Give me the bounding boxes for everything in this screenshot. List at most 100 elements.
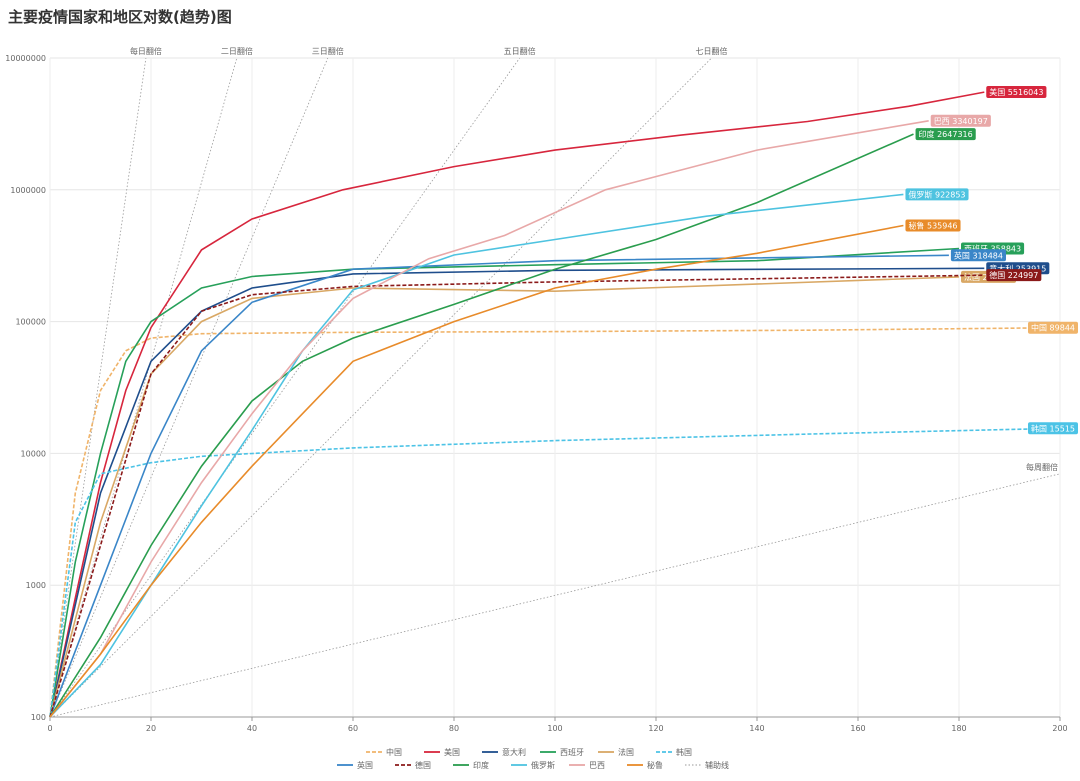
end-label-value: 15515 [1050, 424, 1075, 433]
chart-title: 主要疫情国家和地区对数(趋势)图 [8, 8, 232, 26]
end-label-name: 印度 [919, 129, 935, 139]
end-label-value: 3340197 [952, 117, 988, 126]
end-label-name: 法国 [964, 272, 980, 282]
end-label-name: 英国 [954, 250, 970, 260]
series-line [49, 274, 985, 718]
end-label-box [1028, 422, 1078, 435]
end-label-text: 印度 2647316 [919, 129, 973, 139]
guide-label: 每周翻倍 [1026, 462, 1058, 472]
end-label-text: 美国 5516043 [989, 87, 1043, 97]
legend-label: 英国 [357, 760, 373, 770]
x-tick-label: 40 [247, 724, 257, 733]
end-label-text: 意大利 253915 [989, 263, 1046, 273]
end-label: 美国 5516043 [986, 86, 1047, 99]
legend-label: 法国 [618, 747, 634, 757]
end-label-box [986, 86, 1047, 99]
series-line [49, 276, 960, 718]
end-label: 中国 89844 [1028, 321, 1078, 334]
end-label-box [950, 249, 1006, 262]
series-line [49, 120, 929, 718]
end-label-box [930, 114, 991, 127]
end-label-value: 535946 [927, 222, 958, 231]
legend-label: 巴西 [589, 761, 605, 770]
x-tick-label: 0 [47, 724, 52, 733]
end-label-name: 巴西 [934, 117, 950, 126]
end-label-value: 253915 [1016, 264, 1047, 273]
x-tick-label: 120 [648, 724, 663, 733]
guide-line [49, 473, 1061, 718]
guide-line [49, 57, 329, 718]
x-tick-label: 200 [1052, 724, 1067, 733]
x-tick-label: 80 [449, 724, 459, 733]
end-label: 俄罗斯 922853 [905, 188, 969, 201]
end-label-box [986, 269, 1042, 282]
end-label-name: 中国 [1031, 323, 1047, 333]
end-label-text: 中国 89844 [1031, 323, 1075, 333]
end-label-value: 5516043 [1008, 88, 1044, 97]
series-line [49, 247, 960, 718]
x-tick-label: 100 [547, 724, 562, 733]
guide-label: 三日翻倍 [312, 46, 344, 56]
legend-label: 美国 [444, 747, 460, 757]
end-label: 印度 2647316 [915, 128, 976, 141]
end-label-value: 224997 [1008, 271, 1039, 280]
legend-label: 印度 [473, 760, 489, 770]
end-label-name: 俄罗斯 [908, 189, 932, 199]
guide-line [49, 57, 147, 718]
end-label-name: 美国 [989, 87, 1005, 97]
guide-label: 每日翻倍 [130, 46, 162, 56]
series-line [49, 254, 949, 718]
end-label-name: 德国 [989, 270, 1005, 280]
legend-label: 辅助线 [705, 760, 729, 770]
y-tick-label: 100000 [15, 318, 46, 327]
end-label: 德国 224997 [986, 269, 1042, 282]
guide-label: 二日翻倍 [221, 46, 253, 56]
legend-label: 意大利 [502, 747, 526, 757]
series-line [49, 224, 904, 718]
legend-label: 秘鲁 [647, 760, 663, 770]
guide-line [49, 57, 238, 718]
end-label-name: 意大利 [989, 263, 1013, 273]
legend-label: 中国 [386, 747, 402, 757]
end-label-text: 巴西 3340197 [934, 117, 988, 126]
x-tick-label: 20 [146, 724, 156, 733]
end-label: 秘鲁 535946 [905, 219, 961, 232]
x-tick-label: 180 [951, 724, 966, 733]
y-tick-label: 1000 [26, 581, 46, 590]
end-label: 英国 318484 [950, 249, 1006, 262]
series-line [49, 193, 904, 718]
end-label-text: 德国 224997 [989, 270, 1038, 280]
end-label-box [905, 219, 961, 232]
end-label-text: 秘鲁 535946 [908, 221, 957, 231]
end-label-value: 922853 [935, 190, 966, 199]
end-label-name: 西班牙 [964, 243, 988, 253]
legend-label: 韩国 [676, 747, 692, 757]
y-tick-label: 10000 [21, 449, 46, 458]
end-label-name: 秘鲁 [908, 221, 924, 231]
y-tick-label: 10000000 [5, 54, 46, 63]
legend-label: 西班牙 [560, 747, 584, 757]
end-label-text: 西班牙 358843 [964, 243, 1021, 253]
x-tick-label: 140 [749, 724, 764, 733]
end-label-value: 318484 [972, 251, 1003, 260]
legend-label: 俄罗斯 [531, 760, 555, 770]
guide-label: 七日翻倍 [696, 46, 728, 56]
end-label-value: 358843 [991, 244, 1022, 253]
end-label-text: 韩国 15515 [1031, 423, 1075, 433]
guide-line [49, 57, 712, 718]
y-tick-label: 100 [31, 713, 46, 722]
end-label-box [1028, 321, 1078, 334]
series-line [49, 326, 1061, 718]
legend-label: 德国 [415, 760, 431, 770]
end-label-value: 2647316 [937, 130, 973, 139]
end-label: 韩国 15515 [1028, 422, 1078, 435]
end-label: 巴西 3340197 [930, 114, 991, 127]
end-label-text: 俄罗斯 922853 [908, 189, 965, 199]
end-label-value: 89844 [1050, 324, 1075, 333]
end-label-box [905, 188, 969, 201]
end-label-box [915, 128, 976, 141]
y-tick-label: 1000000 [10, 186, 46, 195]
series-line [49, 267, 985, 718]
